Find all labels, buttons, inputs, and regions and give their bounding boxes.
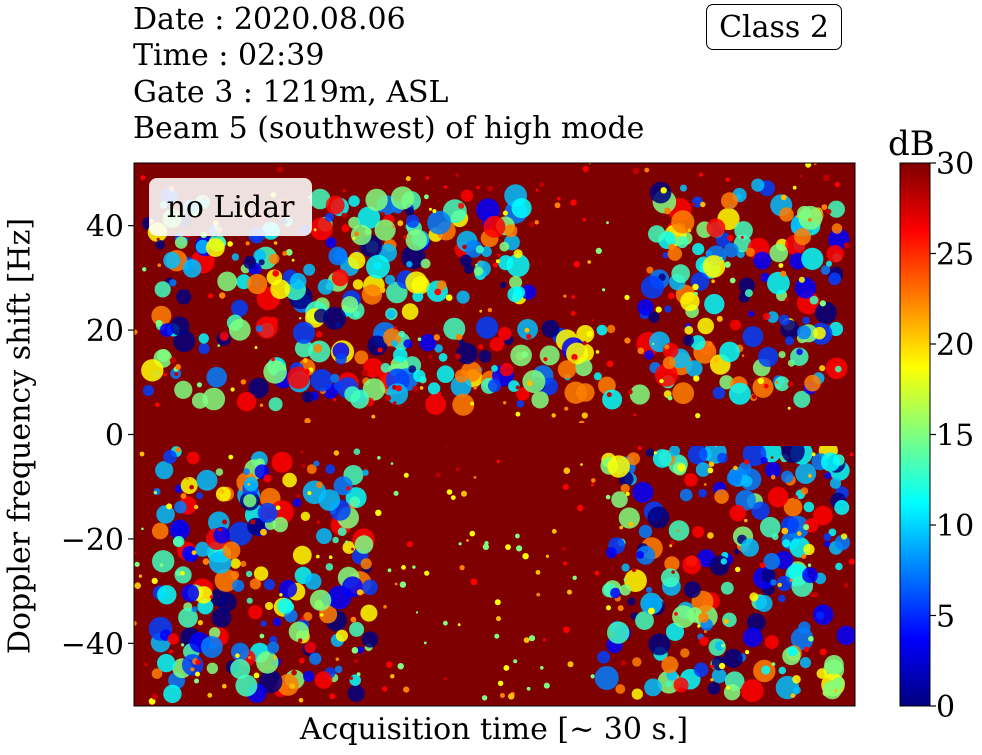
heatmap-layer (134, 163, 855, 705)
colorbar-tick-label: 10 (936, 509, 974, 544)
y-axis: 40 20 0 −20 −40 (61, 210, 134, 662)
y-tick-label: 40 (86, 210, 124, 245)
class-badge: Class 2 (706, 4, 842, 50)
colorbar-tick-label: 30 (936, 147, 974, 182)
beam-label: Beam 5 (southwest) of high mode (133, 111, 645, 146)
colorbar-axis: 30 25 20 15 10 5 0 (930, 147, 974, 725)
y-tick-label: 20 (86, 314, 124, 349)
y-tick-label: −40 (61, 627, 124, 662)
colorbar-label: dB (888, 124, 935, 164)
y-tick-label: −20 (61, 523, 124, 558)
colorbar-tick-label: 25 (936, 238, 974, 273)
y-axis-label: Doppler frequency shift [Hz] (2, 217, 38, 655)
x-axis-label: Acquisition time [~ 30 s.] (299, 712, 689, 747)
colorbar-tick-label: 0 (936, 690, 955, 725)
y-tick-label: 0 (105, 419, 124, 454)
colorbar-tick-label: 5 (936, 600, 955, 635)
colorbar (899, 162, 931, 707)
gate-label: Gate 3 : 1219m, ASL (133, 75, 449, 110)
date-label: Date : 2020.08.06 (133, 2, 406, 37)
colorbar-tick-label: 20 (936, 328, 974, 363)
colorbar-tick-label: 15 (936, 419, 974, 454)
lidar-badge: no Lidar (149, 178, 312, 236)
time-label: Time : 02:39 (133, 38, 325, 73)
